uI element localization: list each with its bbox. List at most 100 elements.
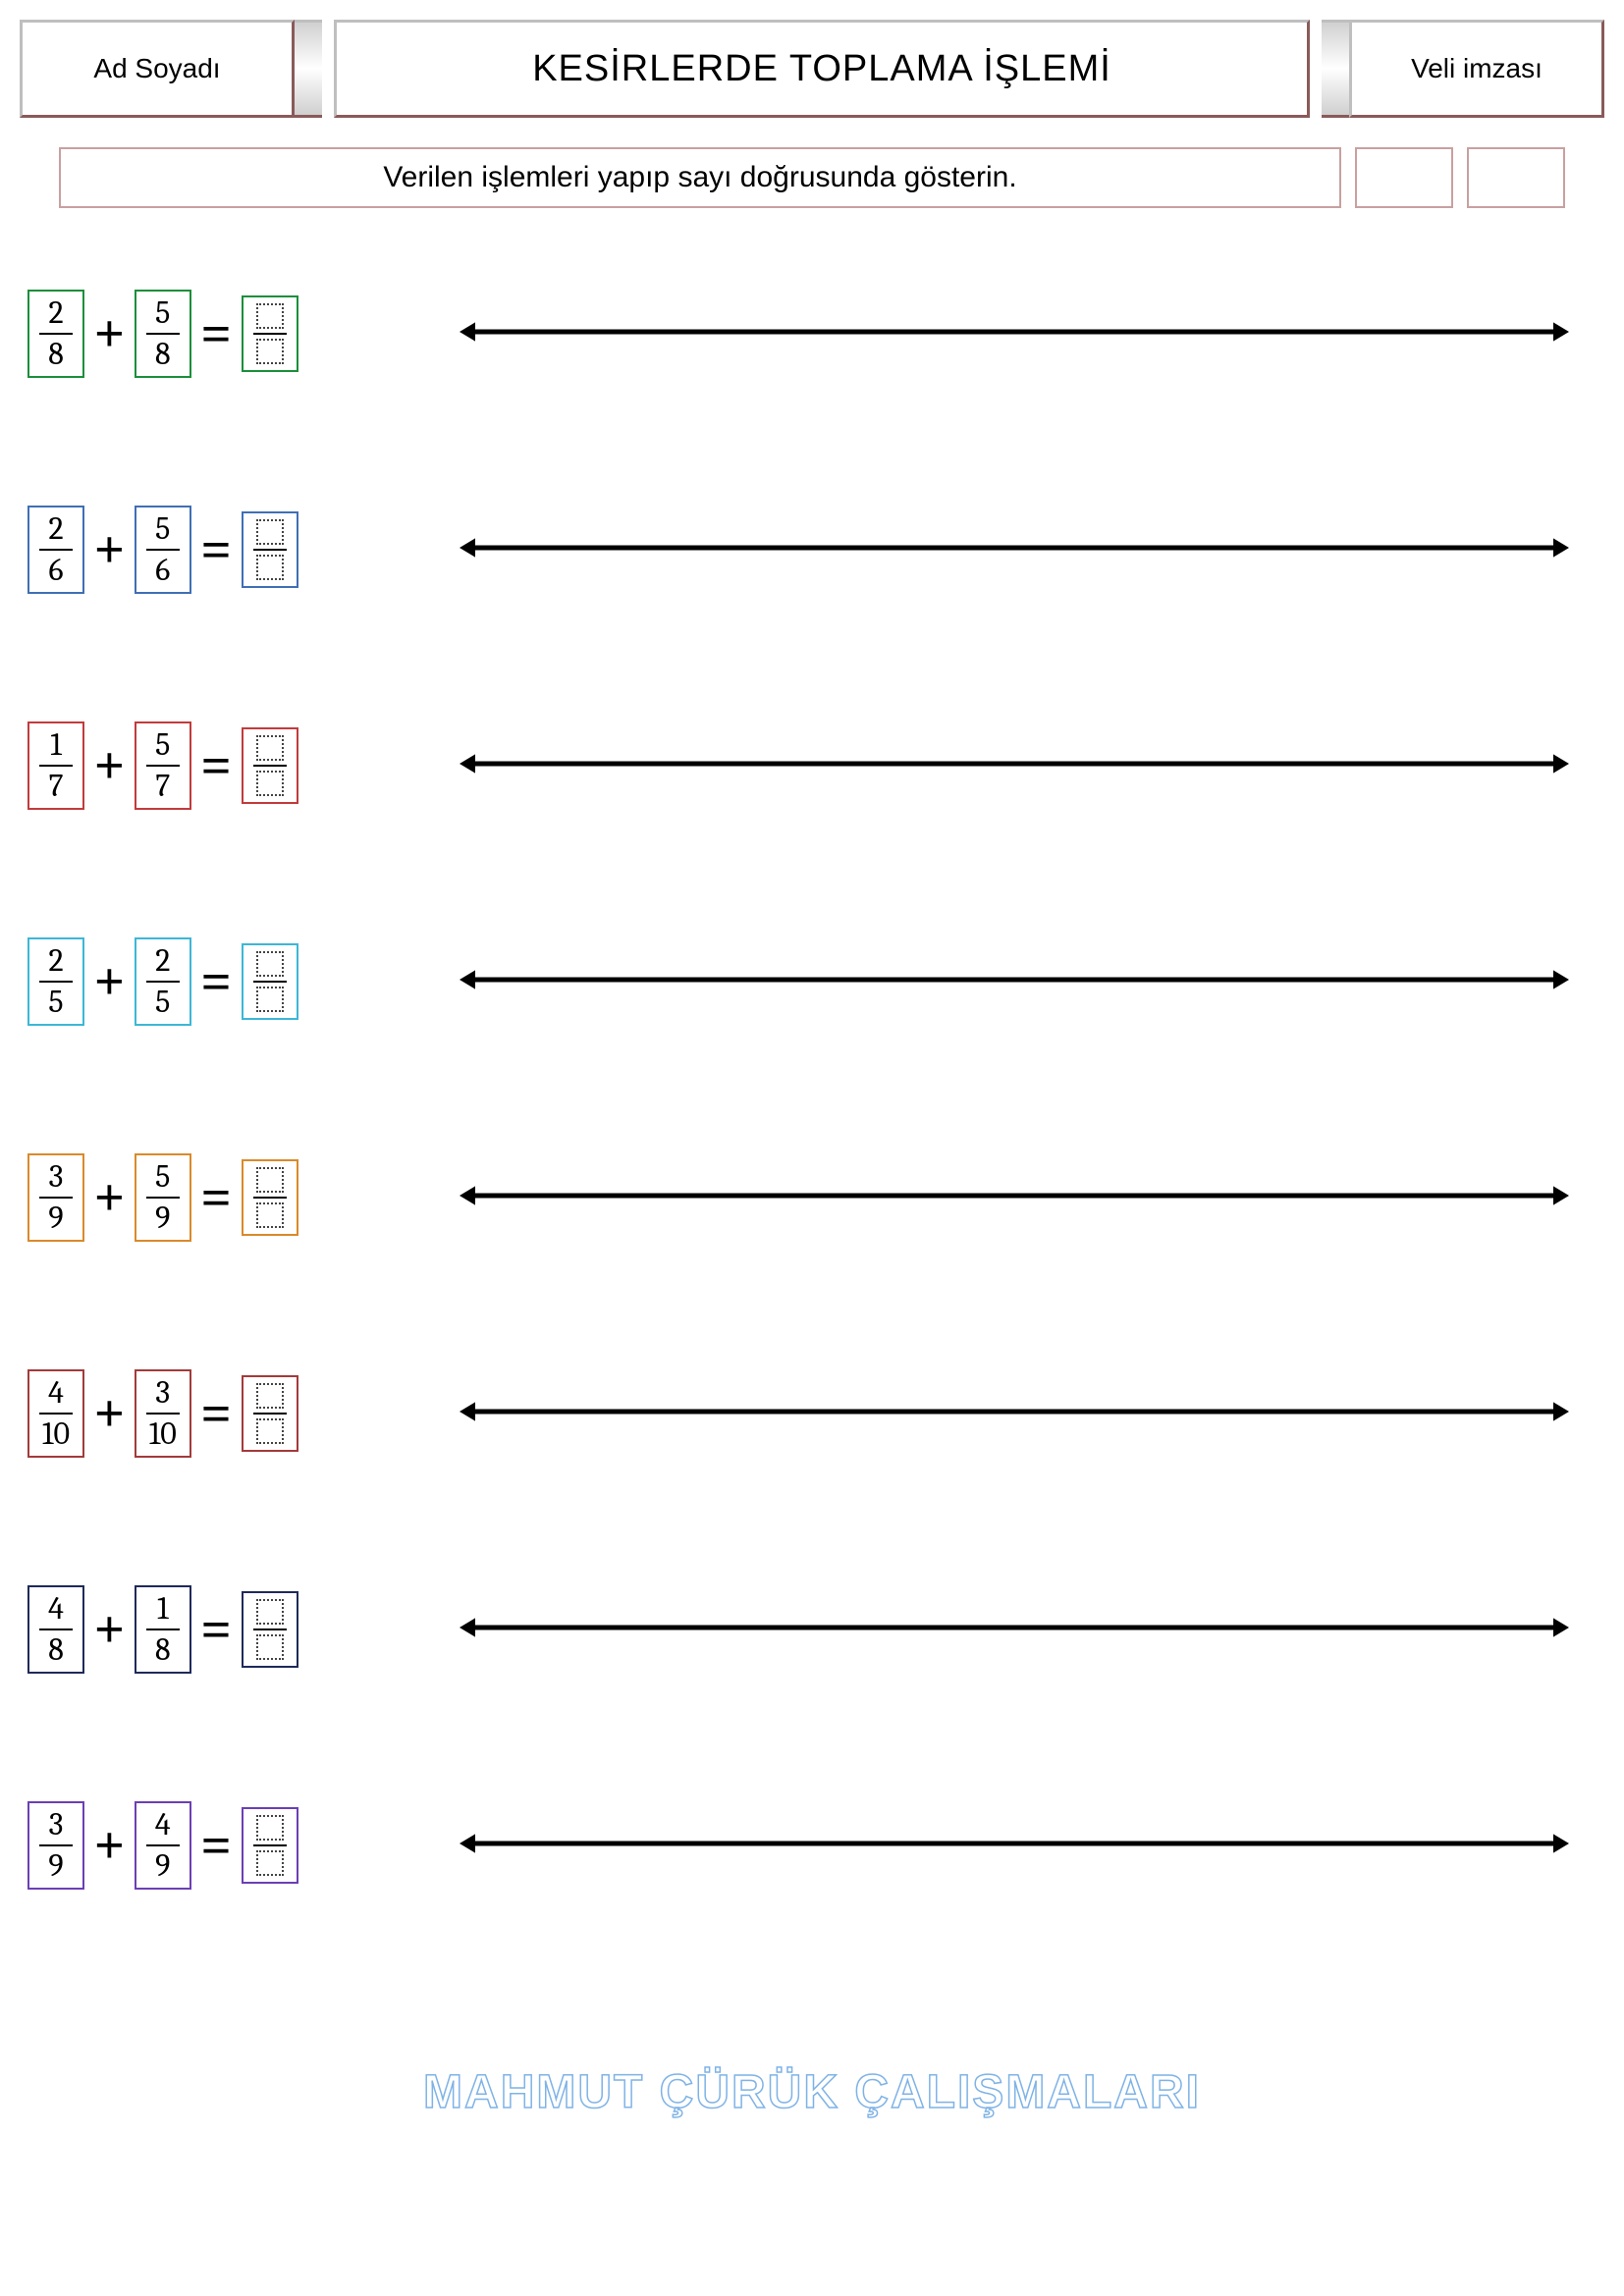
- equation: 3 9 + 5 9 =: [27, 1153, 420, 1242]
- fraction-bar: [253, 1197, 287, 1199]
- worksheet-title: KESİRLERDE TOPLAMA İŞLEMİ: [532, 48, 1111, 90]
- fraction-box: 2 6: [27, 506, 84, 594]
- fraction-denominator[interactable]: [256, 1850, 284, 1876]
- fraction-bar: [146, 1197, 180, 1199]
- fraction-numerator: 5: [149, 729, 177, 761]
- number-line[interactable]: [460, 744, 1585, 788]
- plus-operator: +: [92, 1387, 127, 1440]
- answer-fraction-box[interactable]: [242, 1591, 298, 1668]
- fraction-denominator: 8: [149, 1634, 177, 1666]
- signature-field-label: Veli imzası: [1411, 53, 1543, 84]
- plus-operator: +: [92, 1603, 127, 1656]
- fraction-bar: [39, 1413, 73, 1415]
- answer-fraction-box[interactable]: [242, 943, 298, 1020]
- problem-row: 3 9 + 4 9 =: [27, 1787, 1585, 1904]
- fraction-denominator: 5: [149, 987, 177, 1018]
- fraction-numerator[interactable]: [256, 1383, 284, 1409]
- plus-operator: +: [92, 523, 127, 576]
- fraction-denominator[interactable]: [256, 987, 284, 1012]
- worksheet-header: Ad Soyadı KESİRLERDE TOPLAMA İŞLEMİ Veli…: [20, 20, 1604, 118]
- answer-fraction-box[interactable]: [242, 1159, 298, 1236]
- instruction-side-box: [1355, 147, 1453, 208]
- answer-fraction-box[interactable]: [242, 1807, 298, 1884]
- number-line[interactable]: [460, 1392, 1585, 1436]
- fraction-bar: [39, 1197, 73, 1199]
- fraction-denominator[interactable]: [256, 1202, 284, 1228]
- fraction-denominator[interactable]: [256, 1634, 284, 1660]
- fraction-bar: [146, 1629, 180, 1630]
- number-line[interactable]: [460, 1824, 1585, 1868]
- fraction-numerator[interactable]: [256, 1815, 284, 1841]
- equals-operator: =: [199, 955, 234, 1008]
- fraction-bar: [253, 1844, 287, 1846]
- fraction-denominator: 7: [149, 771, 177, 802]
- problem-row: 4 10 + 3 10 =: [27, 1355, 1585, 1472]
- fraction-bar: [253, 765, 287, 767]
- fraction-denominator[interactable]: [256, 555, 284, 580]
- instruction-text: Verilen işlemleri yapıp sayı doğrusunda …: [383, 161, 1016, 194]
- plus-operator: +: [92, 739, 127, 792]
- number-line[interactable]: [460, 960, 1585, 1004]
- number-line[interactable]: [460, 1608, 1585, 1652]
- name-field-box[interactable]: Ad Soyadı: [20, 20, 295, 118]
- answer-fraction-box[interactable]: [242, 295, 298, 372]
- equals-operator: =: [199, 1387, 234, 1440]
- fraction-box: 5 9: [135, 1153, 191, 1242]
- equation: 4 10 + 3 10 =: [27, 1369, 420, 1458]
- fraction-denominator[interactable]: [256, 339, 284, 364]
- fraction-numerator[interactable]: [256, 519, 284, 545]
- fraction-bar: [146, 1844, 180, 1846]
- equals-operator: =: [199, 1603, 234, 1656]
- problem-row: 1 7 + 5 7 =: [27, 707, 1585, 825]
- fraction-denominator: 8: [149, 339, 177, 370]
- number-line-icon: [460, 312, 1569, 351]
- number-line-icon: [460, 1824, 1569, 1863]
- number-line[interactable]: [460, 312, 1585, 356]
- number-line[interactable]: [460, 528, 1585, 572]
- fraction-numerator[interactable]: [256, 735, 284, 761]
- fraction-numerator[interactable]: [256, 951, 284, 977]
- fraction-numerator: 3: [42, 1809, 70, 1841]
- equals-operator: =: [199, 739, 234, 792]
- fraction-numerator: 3: [149, 1377, 177, 1409]
- problem-row: 3 9 + 5 9 =: [27, 1139, 1585, 1256]
- fraction-numerator[interactable]: [256, 303, 284, 329]
- fraction-denominator: 9: [149, 1850, 177, 1882]
- fraction-bar: [253, 333, 287, 335]
- fraction-numerator: 2: [42, 945, 70, 977]
- fraction-box: 3 9: [27, 1153, 84, 1242]
- fraction-bar: [39, 333, 73, 335]
- answer-fraction-box[interactable]: [242, 511, 298, 588]
- answer-fraction-box[interactable]: [242, 727, 298, 804]
- fraction-box: 5 7: [135, 721, 191, 810]
- fraction-bar: [146, 1413, 180, 1415]
- answer-fraction-box[interactable]: [242, 1375, 298, 1452]
- fraction-box: 4 8: [27, 1585, 84, 1674]
- number-line-icon: [460, 1608, 1569, 1647]
- fraction-numerator[interactable]: [256, 1167, 284, 1193]
- equals-operator: =: [199, 523, 234, 576]
- signature-field-box[interactable]: Veli imzası: [1349, 20, 1604, 118]
- fraction-bar: [253, 1413, 287, 1415]
- fraction-denominator[interactable]: [256, 1418, 284, 1444]
- number-line[interactable]: [460, 1176, 1585, 1220]
- fraction-box: 1 8: [135, 1585, 191, 1674]
- equals-operator: =: [199, 307, 234, 360]
- fraction-denominator[interactable]: [256, 771, 284, 796]
- fraction-numerator: 5: [149, 1161, 177, 1193]
- fraction-box: 1 7: [27, 721, 84, 810]
- number-line-icon: [460, 960, 1569, 999]
- name-field-label: Ad Soyadı: [93, 53, 220, 84]
- fraction-numerator: 1: [42, 729, 70, 761]
- fraction-box: 3 10: [135, 1369, 191, 1458]
- fraction-box: 4 10: [27, 1369, 84, 1458]
- problem-row: 4 8 + 1 8 =: [27, 1571, 1585, 1688]
- plus-operator: +: [92, 1171, 127, 1224]
- fraction-numerator[interactable]: [256, 1599, 284, 1625]
- number-line-icon: [460, 744, 1569, 783]
- number-line-icon: [460, 1176, 1569, 1215]
- fraction-bar: [39, 1629, 73, 1630]
- fraction-box: 2 5: [27, 937, 84, 1026]
- fraction-numerator: 4: [42, 1593, 70, 1625]
- fraction-bar: [253, 549, 287, 551]
